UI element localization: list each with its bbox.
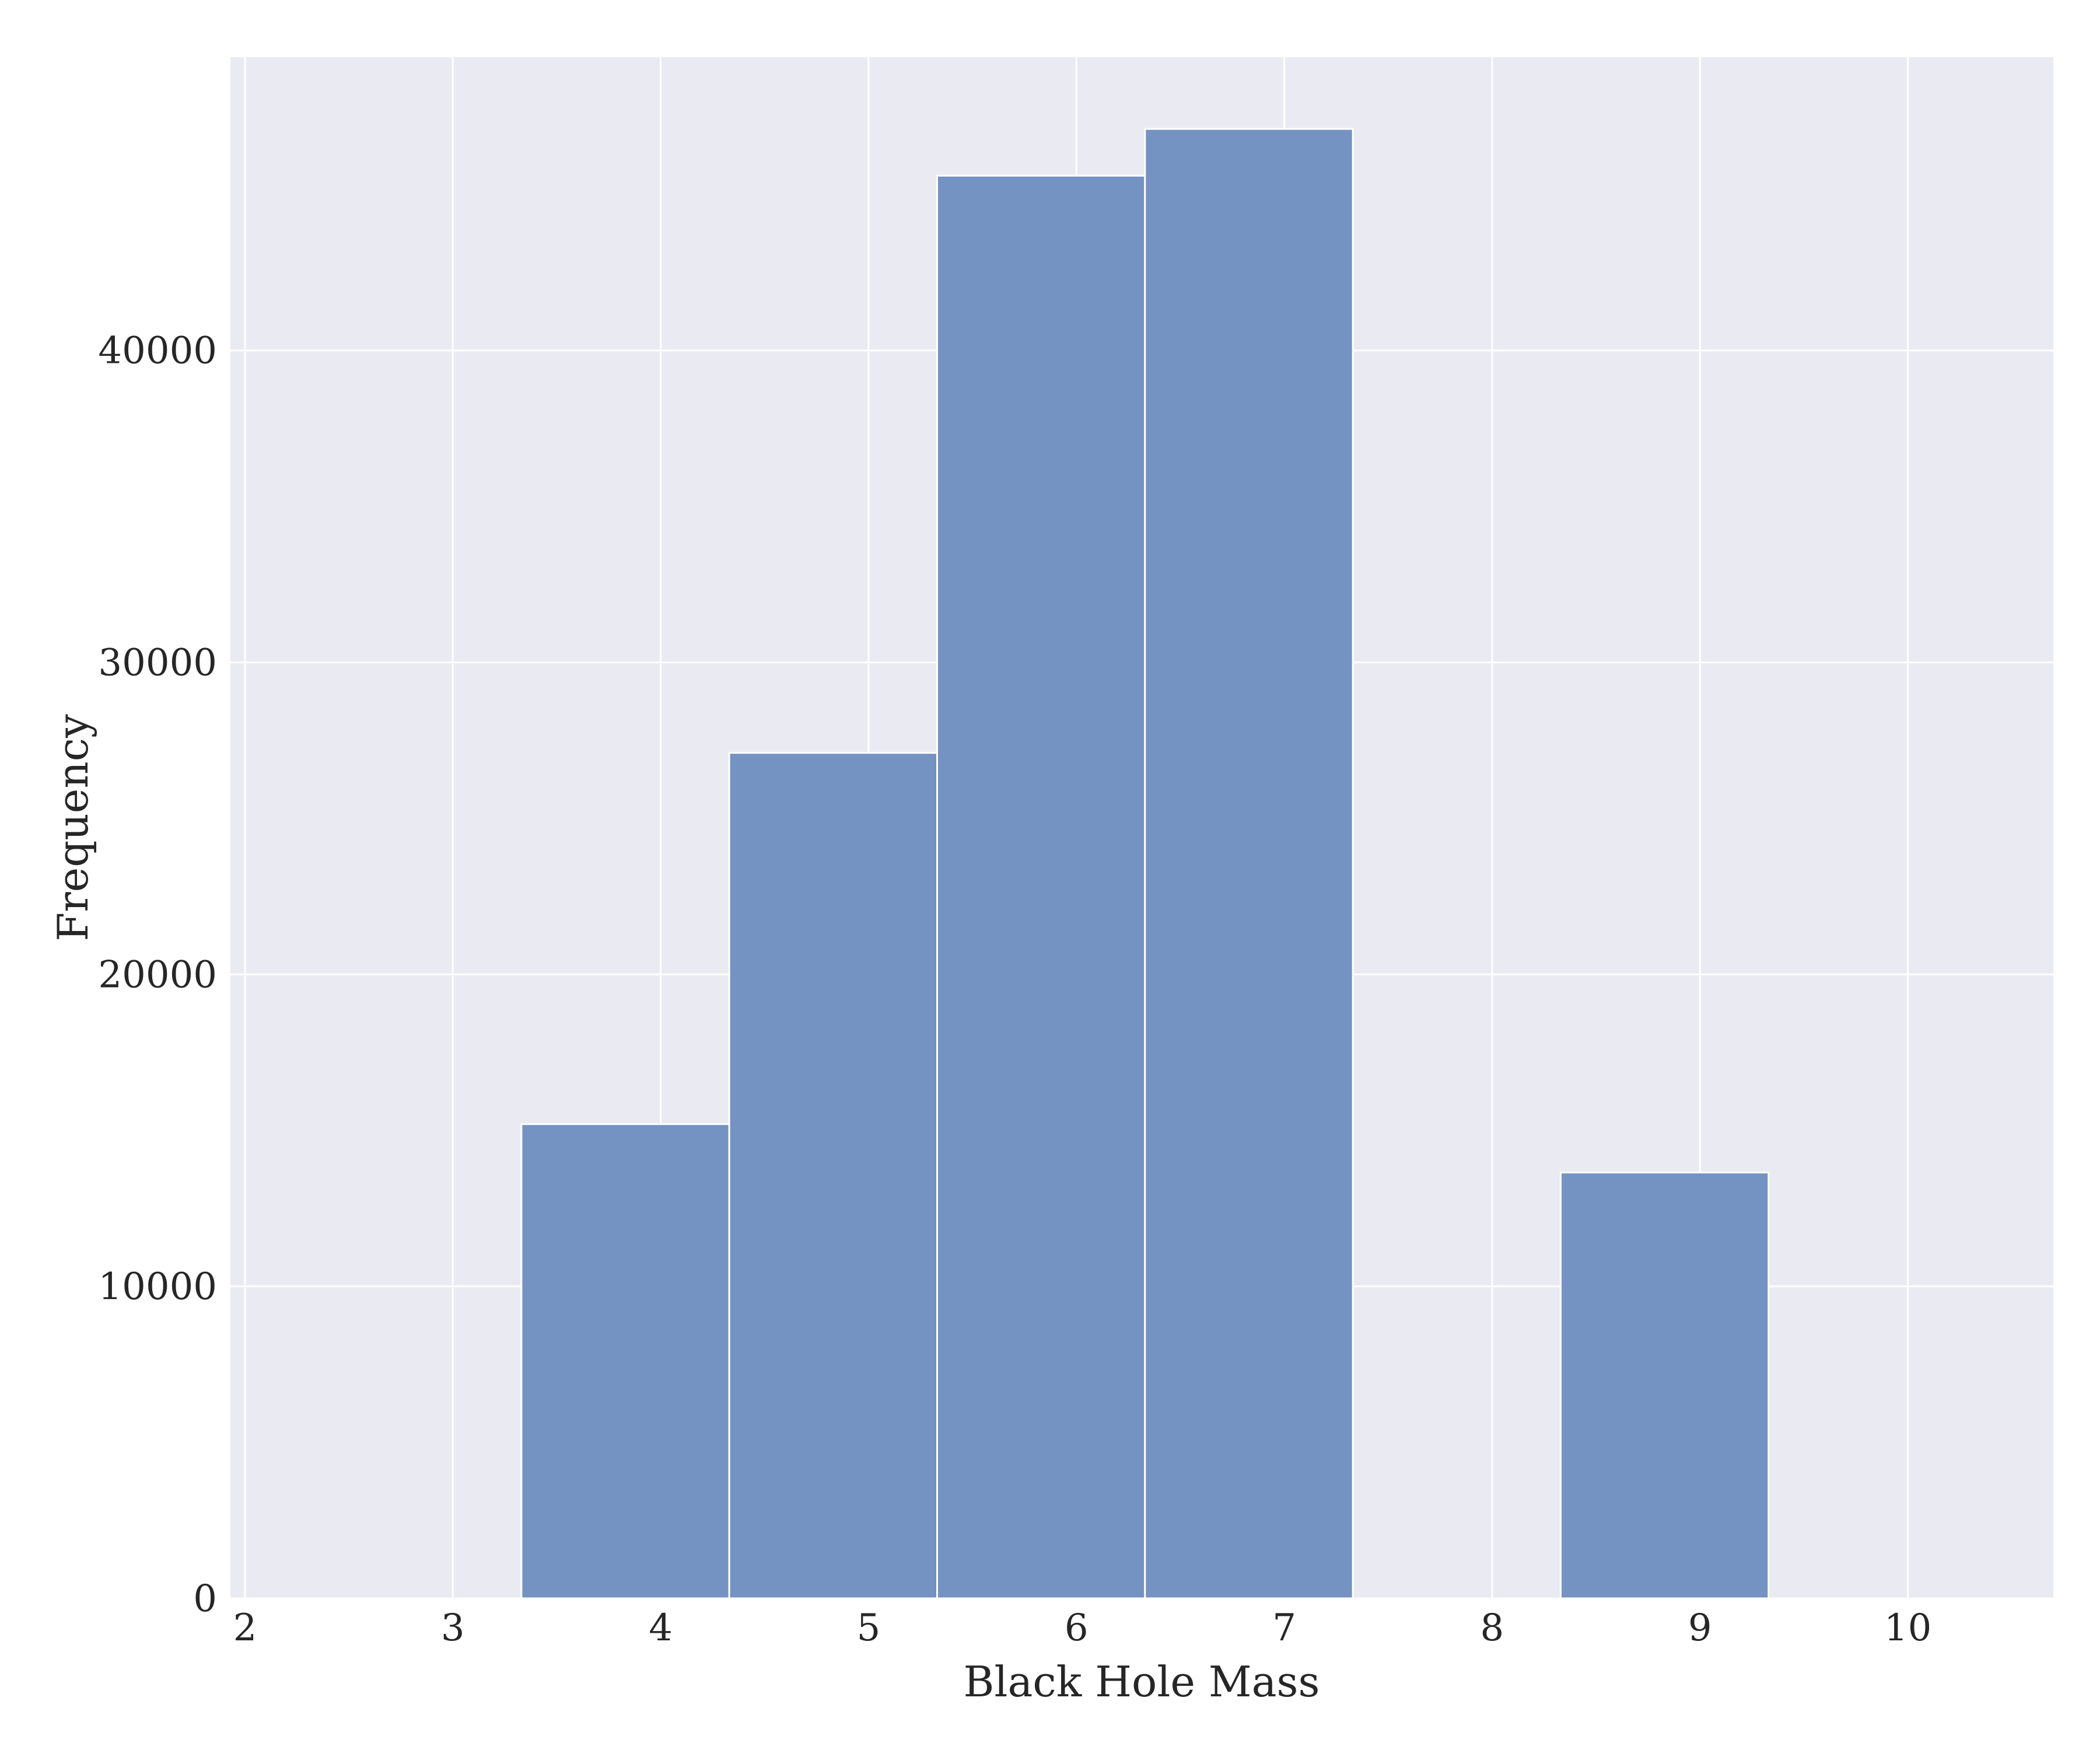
y-tick-label-1: 10000 — [98, 1265, 217, 1308]
x-tick-label-7: 9 — [1688, 1606, 1712, 1650]
x-tick-label-3: 5 — [857, 1606, 881, 1650]
y-tick-label-4: 40000 — [98, 330, 217, 373]
x-tick-label-4: 6 — [1065, 1606, 1088, 1650]
y-tick-label-3: 30000 — [98, 642, 217, 685]
x-tick-label-5: 7 — [1272, 1606, 1296, 1650]
histogram-bar-3 — [1144, 128, 1354, 1600]
x-tick-label-2: 4 — [649, 1606, 673, 1650]
x-tick-labels: 2 3 4 5 6 7 8 9 10 — [233, 1606, 1932, 1650]
y-tick-label-2: 20000 — [98, 953, 217, 996]
histogram-bar-0 — [520, 1123, 730, 1600]
x-tick-label-8: 10 — [1884, 1606, 1931, 1650]
y-tick-label-0: 0 — [193, 1577, 217, 1620]
x-tick-label-0: 2 — [233, 1606, 257, 1650]
histogram-bars — [520, 128, 1770, 1600]
histogram-bar-4 — [1560, 1171, 1770, 1600]
histogram-bar-2 — [936, 174, 1146, 1600]
histogram-bar-1 — [728, 752, 939, 1600]
x-axis-label: Black Hole Mass — [964, 1657, 1320, 1706]
x-tick-label-6: 8 — [1480, 1606, 1504, 1650]
y-axis-label: Frequency — [48, 714, 97, 942]
y-tick-labels: 0 10000 20000 30000 40000 — [98, 330, 217, 1620]
x-tick-label-1: 3 — [441, 1606, 465, 1650]
